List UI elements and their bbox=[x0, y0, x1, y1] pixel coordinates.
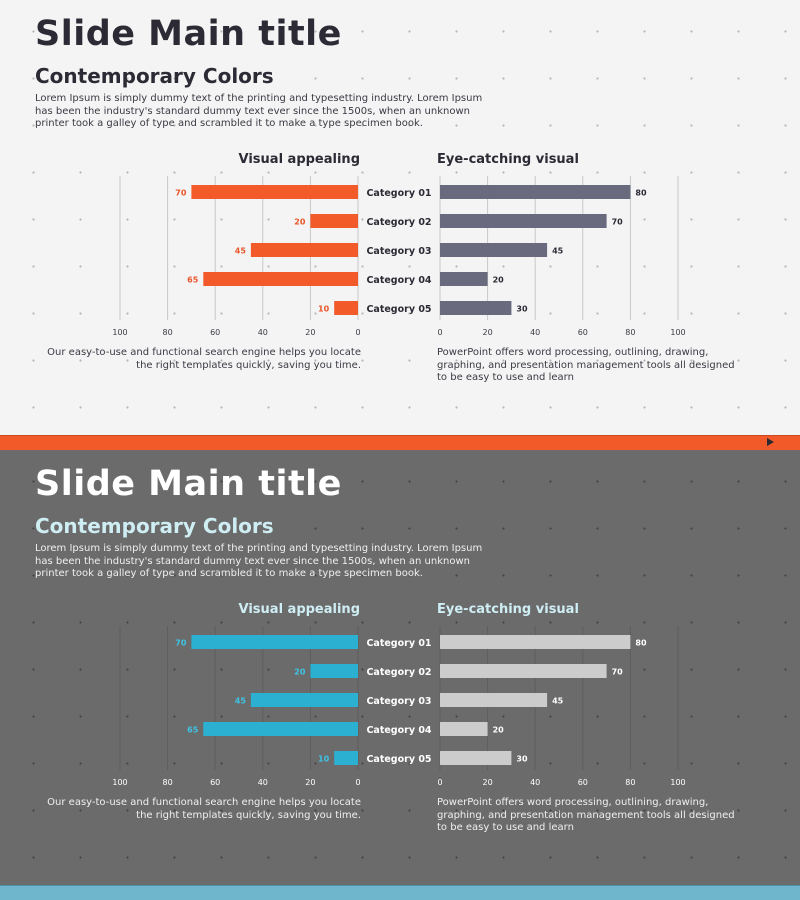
right-bar bbox=[440, 272, 488, 286]
left-axis-tick-label: 80 bbox=[163, 328, 173, 337]
slide-main-title: Slide Main title bbox=[35, 14, 342, 54]
left-bar-value-label: 70 bbox=[175, 639, 187, 648]
right-bar-value-label: 30 bbox=[516, 305, 528, 314]
category-label: Category 05 bbox=[366, 304, 431, 315]
right-bar-value-label: 80 bbox=[635, 189, 647, 198]
left-axis-tick-label: 0 bbox=[355, 778, 360, 787]
right-axis-tick-label: 40 bbox=[530, 328, 540, 337]
left-axis-tick-label: 100 bbox=[112, 328, 127, 337]
right-bar-value-label: 45 bbox=[552, 247, 564, 256]
left-axis-tick-label: 20 bbox=[305, 778, 315, 787]
left-bar bbox=[250, 243, 358, 257]
play-arrow-icon bbox=[767, 438, 774, 446]
slide-subtitle: Contemporary Colors bbox=[35, 64, 274, 88]
right-bar-value-label: 45 bbox=[552, 697, 564, 706]
left-axis-tick-label: 40 bbox=[258, 778, 268, 787]
right-axis-tick-label: 60 bbox=[578, 778, 588, 787]
slide-body-text: Lorem Ipsum is simply dummy text of the … bbox=[35, 93, 483, 129]
footer-band bbox=[0, 885, 800, 900]
category-label: Category 03 bbox=[366, 696, 431, 707]
left-bar-value-label: 20 bbox=[294, 668, 306, 677]
category-label: Category 01 bbox=[366, 188, 431, 199]
left-bar-value-label: 45 bbox=[235, 247, 247, 256]
right-axis-tick-label: 40 bbox=[530, 778, 540, 787]
right-bar bbox=[440, 243, 548, 257]
left-bar bbox=[310, 664, 358, 678]
left-bar-value-label: 10 bbox=[318, 755, 330, 764]
left-chart-title: Visual appealing bbox=[238, 152, 360, 167]
right-bar bbox=[440, 214, 607, 228]
left-axis-tick-label: 0 bbox=[355, 328, 360, 337]
left-axis-tick-label: 60 bbox=[210, 328, 220, 337]
right-bar-value-label: 30 bbox=[516, 755, 528, 764]
right-chart-description: PowerPoint offers word processing, outli… bbox=[437, 797, 735, 833]
left-axis-tick-label: 20 bbox=[305, 328, 315, 337]
right-bar-value-label: 20 bbox=[493, 276, 505, 285]
right-bar-value-label: 20 bbox=[493, 726, 505, 735]
category-label: Category 05 bbox=[366, 754, 431, 765]
category-label: Category 02 bbox=[366, 217, 431, 228]
left-axis-tick-label: 40 bbox=[258, 328, 268, 337]
left-bar-value-label: 65 bbox=[187, 276, 199, 285]
left-axis-tick-label: 80 bbox=[163, 778, 173, 787]
category-label: Category 02 bbox=[366, 667, 431, 678]
left-bar-value-label: 20 bbox=[294, 218, 306, 227]
right-bar bbox=[440, 185, 631, 199]
right-axis-tick-label: 80 bbox=[625, 328, 635, 337]
left-bar bbox=[191, 635, 358, 649]
right-chart-title: Eye-catching visual bbox=[437, 152, 579, 167]
right-axis-tick-label: 100 bbox=[670, 778, 685, 787]
slide-main-title: Slide Main title bbox=[35, 464, 342, 504]
left-bar bbox=[203, 722, 358, 736]
category-label: Category 03 bbox=[366, 246, 431, 257]
right-bar bbox=[440, 301, 512, 315]
left-bar bbox=[191, 185, 358, 199]
right-axis-tick-label: 100 bbox=[670, 328, 685, 337]
bar-chart-pair: 70 20 45 65 10 80 70 45 20 30 Category 01 Category … bbox=[112, 176, 686, 337]
left-bar bbox=[250, 693, 358, 707]
left-bar-value-label: 45 bbox=[235, 697, 247, 706]
left-bar bbox=[203, 272, 358, 286]
footer-band bbox=[0, 435, 800, 450]
right-bar-value-label: 70 bbox=[612, 218, 624, 227]
right-bar-value-label: 80 bbox=[635, 639, 647, 648]
category-label: Category 04 bbox=[366, 275, 431, 286]
left-bar bbox=[334, 301, 358, 315]
right-bar-value-label: 70 bbox=[612, 668, 624, 677]
left-bar bbox=[310, 214, 358, 228]
right-chart-description: PowerPoint offers word processing, outli… bbox=[437, 347, 735, 383]
left-chart-description: Our easy-to-use and functional search en… bbox=[47, 797, 361, 821]
left-bar-value-label: 65 bbox=[187, 726, 199, 735]
left-chart-title: Visual appealing bbox=[238, 602, 360, 617]
right-axis-tick-label: 60 bbox=[578, 328, 588, 337]
right-bar bbox=[440, 751, 512, 765]
right-bar bbox=[440, 693, 548, 707]
right-chart-title: Eye-catching visual bbox=[437, 602, 579, 617]
left-chart-description: Our easy-to-use and functional search en… bbox=[47, 347, 361, 371]
bar-chart-pair: 70 20 45 65 10 80 70 45 20 30 Category 01 Category … bbox=[112, 626, 686, 787]
right-axis-tick-label: 0 bbox=[437, 328, 442, 337]
slide-light: Slide Main title Contemporary Colors Lor… bbox=[0, 0, 800, 450]
left-axis-tick-label: 60 bbox=[210, 778, 220, 787]
left-bar bbox=[334, 751, 358, 765]
right-axis-tick-label: 0 bbox=[437, 778, 442, 787]
right-axis-tick-label: 20 bbox=[483, 778, 493, 787]
category-label: Category 04 bbox=[366, 725, 431, 736]
right-bar bbox=[440, 722, 488, 736]
left-bar-value-label: 70 bbox=[175, 189, 187, 198]
slide-subtitle: Contemporary Colors bbox=[35, 514, 274, 538]
left-axis-tick-label: 100 bbox=[112, 778, 127, 787]
right-axis-tick-label: 80 bbox=[625, 778, 635, 787]
slide-dark: Slide Main title Contemporary Colors Lor… bbox=[0, 450, 800, 900]
slide-body-text: Lorem Ipsum is simply dummy text of the … bbox=[35, 543, 483, 579]
right-bar bbox=[440, 664, 607, 678]
right-axis-tick-label: 20 bbox=[483, 328, 493, 337]
left-bar-value-label: 10 bbox=[318, 305, 330, 314]
category-label: Category 01 bbox=[366, 638, 431, 649]
right-bar bbox=[440, 635, 631, 649]
